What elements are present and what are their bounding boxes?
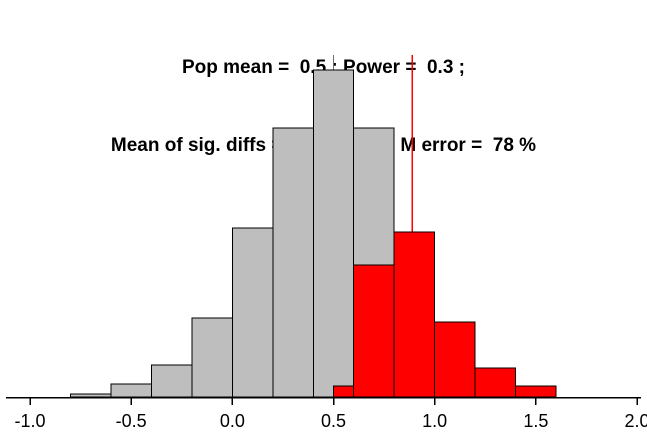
x-tick-label: 1.5 <box>523 411 548 431</box>
gray-bar <box>110 383 152 398</box>
red-bar <box>393 231 436 398</box>
x-tick-label: 0.0 <box>220 411 245 431</box>
x-tick-label: 1.0 <box>422 411 447 431</box>
x-tick-label: 2.0 <box>624 411 647 431</box>
gray-bar <box>150 364 193 398</box>
gray-bar <box>272 127 314 398</box>
gray-bar <box>191 317 233 398</box>
x-tick-label: -1.0 <box>14 411 45 431</box>
red-bar <box>474 367 517 398</box>
x-tick-label: 0.5 <box>321 411 346 431</box>
gray-bar <box>69 393 112 398</box>
gray-bar <box>312 69 355 398</box>
red-bar <box>353 264 395 398</box>
gray-bar <box>231 227 274 398</box>
red-bar <box>515 385 557 398</box>
red-bar <box>333 385 355 398</box>
x-tick-label: -0.5 <box>116 411 147 431</box>
red-bar <box>434 321 476 398</box>
